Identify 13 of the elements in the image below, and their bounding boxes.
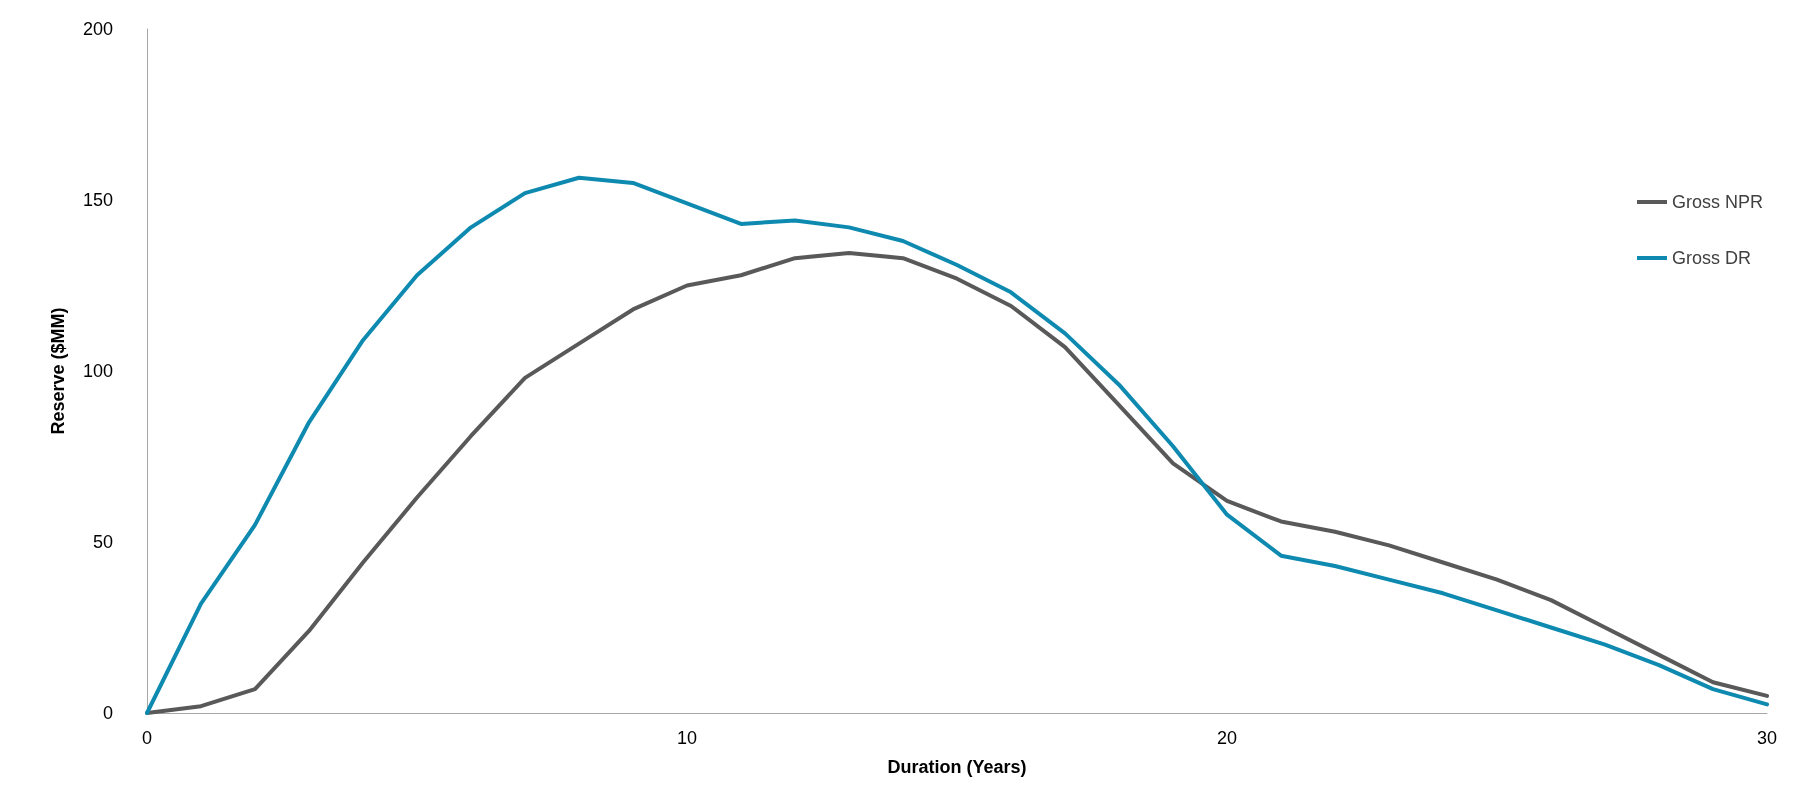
y-axis-title: Reserve ($MM) <box>48 307 68 435</box>
legend-label: Gross NPR <box>1671 192 1763 212</box>
legend-label: Gross DR <box>1671 248 1751 268</box>
y-tick-label: 0 <box>102 703 113 723</box>
x-tick-label: 0 <box>141 728 153 748</box>
x-tick-label: 10 <box>676 728 698 748</box>
y-tick-label: 50 <box>92 532 113 552</box>
x-tick-label: 20 <box>1216 728 1238 748</box>
x-axis-title: Duration (Years) <box>887 757 1027 777</box>
y-tick-label: 100 <box>82 361 113 381</box>
x-tick-label: 30 <box>1756 728 1778 748</box>
y-tick-label: 200 <box>82 19 113 39</box>
y-tick-label: 150 <box>82 190 113 210</box>
